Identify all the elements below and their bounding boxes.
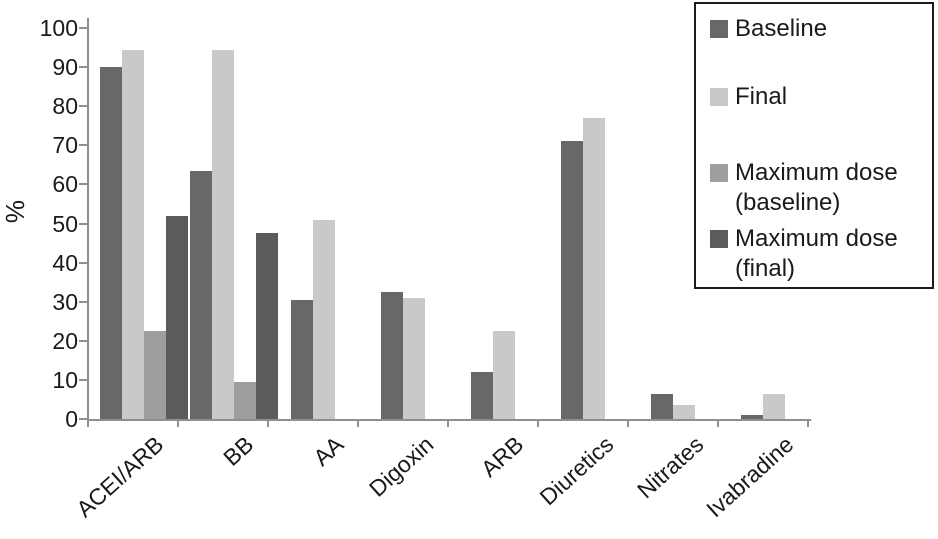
legend-item-label: Final [735, 82, 787, 112]
bar-final-bb [212, 49, 234, 419]
legend-item-maximum-dose-final-: Maximum dose (final) [710, 224, 928, 284]
x-category-label: ACEI/ARB [71, 431, 169, 523]
y-tick-label: 20 [52, 327, 78, 354]
y-axis-line [87, 18, 89, 421]
x-category-label: Ivabradine [701, 431, 799, 523]
bar-baseline-acei-arb [100, 67, 122, 419]
x-tick [717, 419, 719, 427]
bar-final-ivabradine [763, 393, 785, 419]
y-tick [79, 27, 87, 29]
legend-item-final: Final [710, 82, 928, 112]
x-tick [447, 419, 449, 427]
bar-maximum-dose-baseline--acei-arb [144, 331, 166, 419]
y-tick [79, 105, 87, 108]
x-tick [177, 419, 179, 427]
bar-final-acei-arb [122, 49, 144, 419]
bar-baseline-bb [190, 170, 212, 419]
bar-baseline-arb [471, 372, 493, 419]
legend-swatch-icon [710, 230, 728, 248]
y-tick [79, 261, 87, 264]
y-tick [79, 183, 87, 186]
x-category-label: Nitrates [632, 431, 709, 504]
legend-label-line: Maximum dose [735, 159, 898, 186]
bar-baseline-ivabradine [741, 415, 763, 419]
x-tick [87, 419, 89, 427]
x-category-label: Digoxin [363, 431, 439, 502]
y-tick-label: 60 [52, 171, 78, 198]
y-tick-label: 90 [52, 54, 78, 81]
y-tick-label: 30 [52, 288, 78, 315]
x-tick [357, 419, 359, 427]
y-tick [79, 66, 87, 69]
legend-label-line: Maximum dose [735, 225, 898, 252]
legend-item-label: Maximum dose (baseline) [735, 158, 898, 218]
y-tick-label: 0 [65, 406, 78, 432]
x-category-label: Diuretics [534, 431, 619, 511]
bar-final-arb [493, 331, 515, 419]
bar-final-diuretics [583, 117, 605, 419]
legend-item-label: Maximum dose (final) [735, 224, 898, 284]
bar-baseline-digoxin [381, 291, 403, 419]
legend-label-line: (baseline) [735, 189, 841, 216]
legend-swatch-icon [710, 20, 728, 38]
y-tick-label: 80 [52, 93, 78, 120]
bar-final-digoxin [403, 297, 425, 419]
x-tick [537, 419, 539, 427]
legend-label-line: Final [735, 83, 788, 110]
y-tick-label: 40 [52, 249, 78, 276]
y-tick [79, 378, 87, 381]
y-tick-label: 50 [52, 210, 78, 237]
legend-swatch-icon [710, 164, 728, 182]
x-axis-line [87, 419, 811, 421]
x-category-label: AA [308, 431, 349, 471]
legend-label-line: Baseline [735, 15, 828, 42]
y-tick [79, 144, 87, 147]
x-category-label: BB [218, 431, 259, 471]
x-tick [627, 419, 629, 427]
y-tick [79, 300, 87, 303]
bar-baseline-aa [291, 299, 313, 419]
x-category-label: ARB [475, 431, 529, 482]
y-tick-label: 70 [52, 132, 78, 159]
y-tick [79, 339, 87, 342]
bar-maximum-dose-final--bb [256, 233, 278, 419]
bar-maximum-dose-baseline--bb [234, 381, 256, 419]
legend-item-maximum-dose-baseline-: Maximum dose (baseline) [710, 158, 928, 218]
bar-baseline-nitrates [651, 393, 673, 419]
y-tick-label: 100 [39, 15, 78, 41]
y-tick-label: 10 [52, 366, 78, 393]
legend-item-baseline: Baseline [710, 14, 928, 44]
bar-baseline-diuretics [561, 141, 583, 419]
legend-label-line: (final) [735, 255, 796, 282]
bar-maximum-dose-final--acei-arb [166, 215, 188, 419]
y-tick [79, 222, 87, 225]
x-tick [267, 419, 269, 427]
legend-item-label: Baseline [735, 14, 827, 44]
y-tick [79, 418, 87, 420]
bar-final-nitrates [673, 405, 695, 419]
legend-swatch-icon [710, 88, 728, 106]
x-tick [807, 419, 809, 427]
bar-final-aa [313, 219, 335, 419]
legend-box: Baseline Final Maximum dose (baseline) Maxim… [694, 2, 934, 289]
